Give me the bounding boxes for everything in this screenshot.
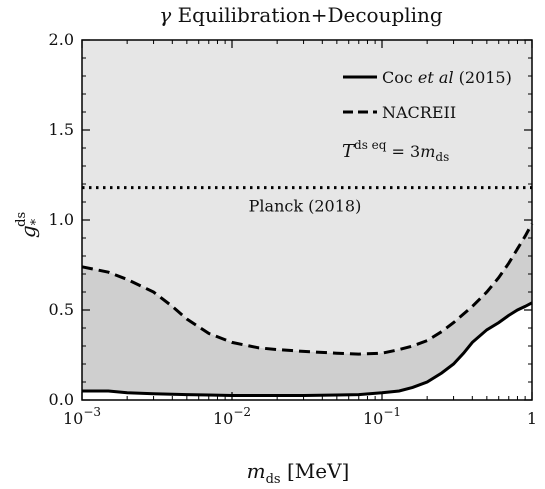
series-line-nacreii <box>81 222 534 356</box>
legend-label-coc: Coc et al (2015) <box>382 68 512 87</box>
y-tick-label: 0.5 <box>49 300 74 319</box>
y-tick-label: 2.0 <box>49 30 74 49</box>
x-axis-label: mds [MeV] <box>247 459 350 487</box>
y-axis-label: g*ds <box>14 212 44 238</box>
svg-text:g*ds: g*ds <box>14 212 44 238</box>
y-tick-label: 1.0 <box>49 210 74 229</box>
shaded-band <box>82 223 532 396</box>
annotation-temperature: Tds eq = 3mds <box>342 138 449 164</box>
y-tick-label: 1.5 <box>49 120 74 139</box>
legend-label-nacre: NACREII <box>382 103 456 122</box>
chart-title: γ Equilibration+Decoupling <box>159 3 443 27</box>
y-axis: 0.0 0.5 1.0 1.5 2.0 <box>49 30 532 409</box>
x-axis: 10−3 10−2 10−1 1 <box>63 40 537 428</box>
x-tick-label: 10−3 <box>63 405 101 428</box>
x-tick-label: 1 <box>527 409 537 428</box>
annotation-planck: Planck (2018) <box>249 197 362 216</box>
series-line-coc <box>82 301 533 397</box>
excluded-region <box>82 302 532 400</box>
x-tick-label: 10−1 <box>363 405 401 428</box>
y-tick-label: 0.0 <box>49 390 74 409</box>
legend: Coc et al (2015) NACREII <box>343 68 512 122</box>
plot-area <box>81 39 534 401</box>
x-tick-label: 10−2 <box>213 405 251 428</box>
